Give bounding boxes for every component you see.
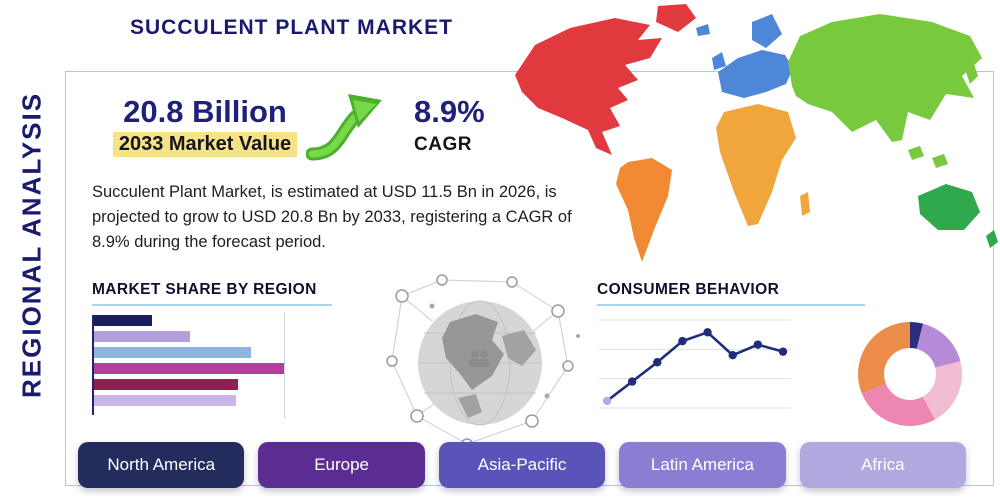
cagr-label: CAGR — [414, 134, 472, 156]
market-description: Succulent Plant Market, is estimated at … — [92, 183, 572, 251]
region-button-africa[interactable]: Africa — [799, 442, 967, 488]
consumer-behavior-section: CONSUMER BEHAVIOR — [597, 281, 865, 306]
consumer-behavior-heading-rule — [597, 304, 865, 306]
region-button-north-america[interactable]: North America — [78, 442, 245, 488]
cagr-value: 8.9% — [414, 94, 485, 129]
market-value: 20.8 Billion — [123, 94, 287, 129]
globe-network-graphic — [386, 274, 580, 451]
growth-arrow-icon — [306, 94, 382, 161]
market-share-bar — [94, 395, 237, 406]
regional-analysis-label: REGIONAL ANALYSIS — [16, 91, 47, 398]
market-value-block: 20.8 Billion 2033 Market Value — [98, 94, 312, 158]
region-button-europe[interactable]: Europe — [258, 442, 425, 488]
donut-hole — [884, 348, 936, 400]
page-title: SUCCULENT PLANT MARKET — [130, 16, 453, 39]
market-share-bar-chart — [92, 315, 286, 415]
region-button-latin-america[interactable]: Latin America — [619, 442, 786, 488]
market-share-bar — [94, 347, 252, 358]
market-share-section: MARKET SHARE BY REGION — [92, 281, 332, 306]
consumer-behavior-line-chart — [599, 319, 791, 409]
market-share-bar — [94, 315, 152, 326]
consumer-behavior-heading: CONSUMER BEHAVIOR — [597, 281, 780, 298]
bar-chart-gridline — [284, 312, 285, 418]
world-map-graphic — [515, 4, 998, 262]
region-buttons: North America Europe Asia-Pacific Latin Ame… — [78, 442, 967, 488]
market-share-bar — [94, 331, 190, 342]
market-share-heading: MARKET SHARE BY REGION — [92, 281, 317, 298]
region-donut-chart — [858, 322, 962, 426]
market-share-heading-rule — [92, 304, 332, 306]
market-share-bar — [94, 379, 238, 390]
market-share-bar — [94, 363, 285, 374]
cagr-block: 8.9% CAGR — [414, 94, 485, 156]
market-value-label: 2033 Market Value — [112, 132, 298, 158]
region-button-asia-pacific[interactable]: Asia-Pacific — [438, 442, 606, 488]
